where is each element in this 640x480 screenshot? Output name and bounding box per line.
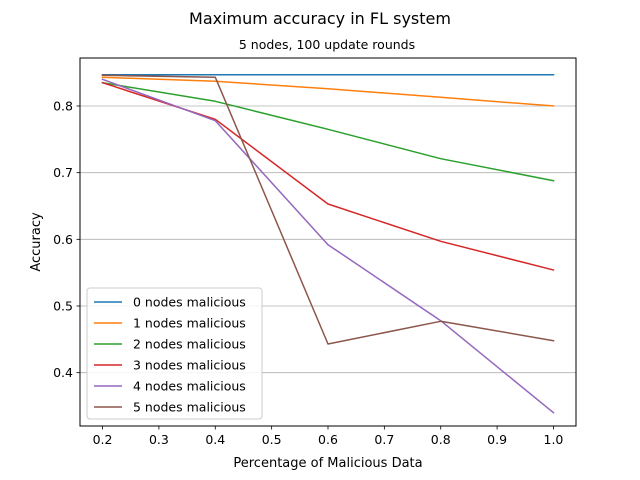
- y-tick-label: 0.7: [53, 165, 73, 180]
- series-line-2: [101, 81, 555, 182]
- y-tick-label: 0.6: [53, 232, 73, 247]
- legend-label-4: 4 nodes malicious: [133, 379, 246, 394]
- series-line-4: [101, 78, 555, 414]
- legend-label-2: 2 nodes malicious: [133, 337, 246, 352]
- axis-ticks: 0.4 0.5 0.6 0.7 0.8 0.2 0.3 0.4 0.5 0.6 0.7 0.8 0.9 1…: [53, 99, 563, 448]
- legend: 0 nodes malicious 1 nodes malicious 2 node…: [86, 287, 263, 420]
- legend-box: [86, 287, 263, 420]
- x-tick-label: 0.4: [205, 432, 225, 447]
- y-tick-label: 0.4: [53, 365, 73, 380]
- legend-label-0: 0 nodes malicious: [133, 295, 246, 310]
- legend-label-5: 5 nodes malicious: [133, 400, 246, 415]
- x-axis-label: Percentage of Malicious Data: [233, 456, 422, 471]
- y-axis-label: Accuracy: [29, 212, 44, 272]
- x-tick-label: 0.2: [93, 432, 113, 447]
- x-tick-label: 0.7: [374, 432, 394, 447]
- x-tick-label: 0.9: [487, 432, 507, 447]
- legend-label-3: 3 nodes malicious: [133, 358, 246, 373]
- y-tick-label: 0.8: [53, 99, 73, 114]
- x-tick-label: 0.6: [318, 432, 338, 447]
- series-line-5: [101, 74, 555, 345]
- chart-title: Maximum accuracy in FL system: [189, 9, 451, 28]
- y-tick-label: 0.5: [53, 299, 73, 314]
- x-tick-label: 1.0: [544, 432, 564, 447]
- x-tick-label: 0.3: [149, 432, 169, 447]
- series-lines: [101, 73, 555, 414]
- series-line-3: [101, 81, 555, 271]
- legend-label-1: 1 nodes malicious: [133, 316, 246, 331]
- chart-subtitle: 5 nodes, 100 update rounds: [239, 37, 415, 52]
- x-tick-label: 0.5: [262, 432, 282, 447]
- series-line-1: [101, 76, 555, 107]
- x-tick-label: 0.8: [431, 432, 451, 447]
